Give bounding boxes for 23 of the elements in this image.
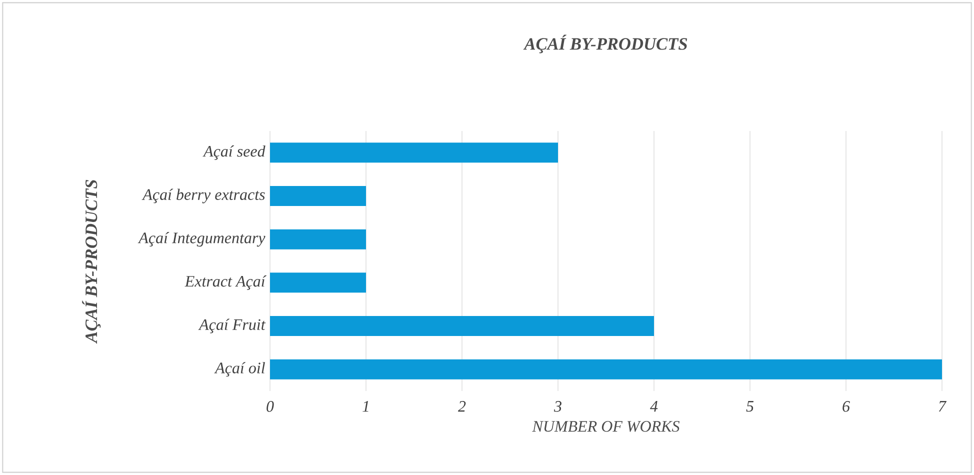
y-tick-label: Açaí Fruit: [198, 318, 266, 334]
x-tick-label: 3: [554, 401, 562, 412]
chart-title: AÇAÍ BY-PRODUCTS: [523, 34, 688, 54]
bar: [270, 142, 558, 163]
bar: [270, 359, 942, 380]
x-tick-label: 4: [650, 401, 658, 412]
bar: [270, 272, 366, 293]
y-tick-label: Açaí seed: [202, 145, 266, 160]
x-axis-title: NUMBER OF WORKS: [532, 420, 680, 432]
y-tick-label: Açaí Integumentary: [138, 232, 266, 247]
y-tick-label: Extract Açaí: [184, 275, 266, 290]
bar: [270, 186, 366, 206]
x-tick-label: 1: [362, 401, 368, 412]
x-tick-label: 6: [842, 401, 850, 412]
y-axis-title: AÇAÍ BY-PRODUCTS: [82, 180, 101, 344]
x-tick-label: 7: [938, 401, 947, 412]
y-tick-label: Açaí berry extracts: [142, 188, 265, 204]
x-tick-label: 2: [458, 401, 466, 412]
bar: [270, 229, 366, 250]
x-tick-label: 5: [746, 401, 754, 412]
y-tick-label: Açaí oil: [214, 362, 265, 377]
bar: [270, 316, 654, 336]
x-tick-label: 0: [266, 401, 274, 412]
